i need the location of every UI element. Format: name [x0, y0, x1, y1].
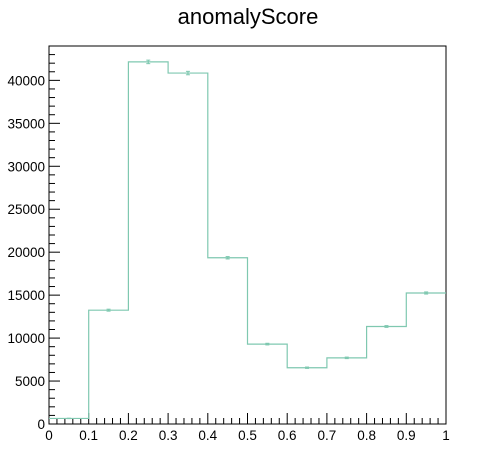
histogram-line — [49, 61, 446, 420]
histogram-bin — [225, 256, 230, 260]
y-axis-tick-labels: 0 5000 10000 15000 20000 25000 30000 35000 40000 — [7, 73, 45, 432]
histogram-bin — [384, 325, 389, 328]
x-tick-label: 0.6 — [278, 428, 297, 443]
x-axis-tick-labels: 0 0.1 0.2 0.3 0.4 0.5 0.6 0.7 0.8 0.9 1 — [45, 428, 450, 443]
y-tick-label: 30000 — [7, 159, 45, 174]
y-tick-label: 0 — [37, 417, 45, 432]
x-tick-label: 0.9 — [397, 428, 416, 443]
x-tick-label: 0.8 — [357, 428, 376, 443]
histogram-bin — [344, 356, 349, 360]
histogram-bin — [146, 59, 151, 65]
y-tick-label: 40000 — [7, 73, 45, 88]
x-tick-label: 0.5 — [238, 428, 257, 443]
histogram-bins — [49, 59, 446, 420]
x-tick-label: 0.7 — [318, 428, 337, 443]
x-tick-label: 0.1 — [79, 428, 98, 443]
x-tick-label: 0.3 — [159, 428, 178, 443]
x-tick-label: 0 — [45, 428, 53, 443]
x-tick-label: 0.2 — [119, 428, 138, 443]
y-tick-label: 5000 — [15, 374, 45, 389]
y-tick-label: 35000 — [7, 116, 45, 131]
histogram-bin — [305, 366, 310, 369]
x-tick-label: 0.4 — [198, 428, 217, 443]
y-tick-label: 25000 — [7, 202, 45, 217]
axis-ticks — [48, 45, 447, 425]
histogram-bin — [424, 291, 429, 295]
chart-title: anomalyScore — [178, 4, 319, 29]
histogram-bin — [106, 308, 111, 312]
plot-frame — [48, 45, 447, 425]
histogram-bin — [265, 342, 270, 346]
histogram-bin — [185, 70, 190, 76]
y-tick-label: 10000 — [7, 331, 45, 346]
y-tick-label: 20000 — [7, 245, 45, 260]
y-tick-label: 15000 — [7, 288, 45, 303]
x-tick-label: 1 — [442, 428, 450, 443]
